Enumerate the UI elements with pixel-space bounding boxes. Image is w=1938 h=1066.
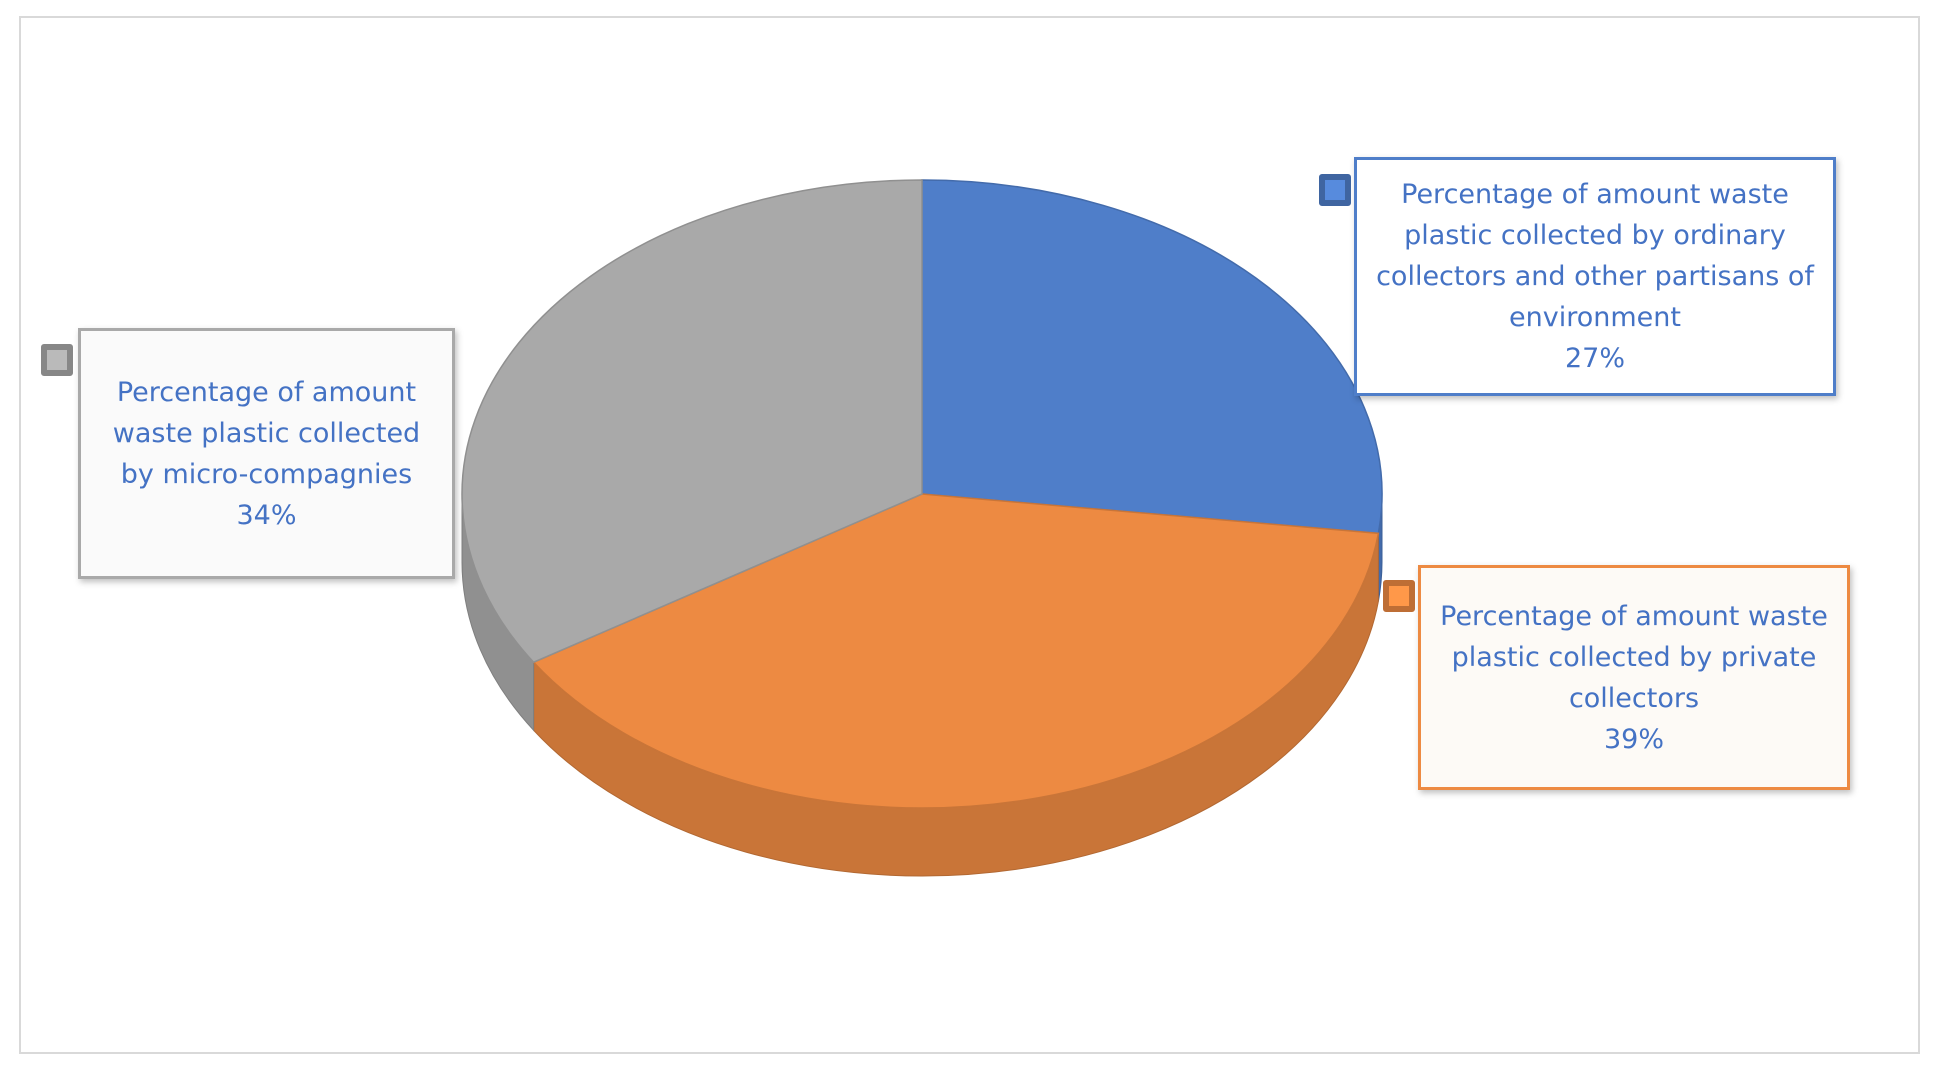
- data-label: Percentage of amount waste plastic colle…: [1418, 565, 1850, 790]
- pie-tops: [461, 179, 1383, 809]
- data-label-category: Percentage of amount waste plastic colle…: [1440, 600, 1828, 714]
- data-label-value: 39%: [1603, 723, 1664, 755]
- legend-key: [1319, 174, 1351, 206]
- pie-slice: [461, 179, 923, 664]
- data-label-category: Percentage of amount waste plastic colle…: [1376, 179, 1814, 333]
- legend-key: [1383, 580, 1415, 612]
- data-label-value: 27%: [1564, 343, 1625, 374]
- data-label-category: Percentage of amount waste plastic colle…: [112, 376, 421, 490]
- data-label-value: 34%: [236, 499, 297, 531]
- pie-slice: [532, 493, 1380, 809]
- legend-key: [41, 344, 73, 376]
- data-label: Percentage of amount waste plastic colle…: [1354, 157, 1836, 396]
- pie-slice: [921, 179, 1383, 535]
- data-label: Percentage of amount waste plastic colle…: [78, 328, 455, 579]
